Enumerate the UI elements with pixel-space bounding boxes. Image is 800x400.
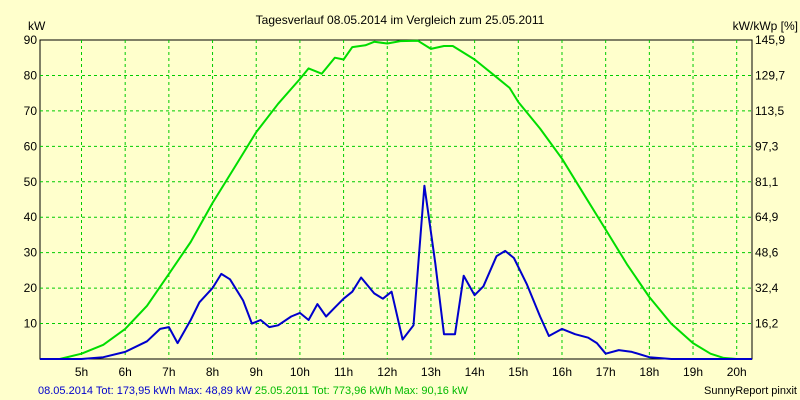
footer-summary: 08.05.2014 Tot: 173,95 kWh Max: 48,89 kW… xyxy=(38,385,468,397)
y-right-tick-label: 32,4 xyxy=(755,281,779,295)
x-tick-label: 16h xyxy=(552,365,572,379)
x-tick-label: 17h xyxy=(596,365,616,379)
y-right-tick-label: 113,5 xyxy=(755,104,784,118)
y-right-tick-label: 16,2 xyxy=(755,317,779,331)
x-tick-label: 12h xyxy=(377,365,397,379)
y-tick-label: 30 xyxy=(24,246,38,260)
y-right-tick-label: 64,9 xyxy=(755,210,779,224)
x-tick-label: 10h xyxy=(290,365,310,379)
x-tick-label: 5h xyxy=(75,365,88,379)
y-right-tick-label: 97,3 xyxy=(755,139,779,153)
x-tick-label: 14h xyxy=(465,365,485,379)
x-tick-label: 19h xyxy=(683,365,703,379)
y-right-tick-label: 48,6 xyxy=(755,246,779,260)
series-lines xyxy=(40,39,752,360)
y-tick-label: 10 xyxy=(24,317,38,331)
y-tick-label: 90 xyxy=(24,33,38,47)
grid-lines xyxy=(40,40,752,359)
y-right-tick-label: 129,7 xyxy=(755,68,785,82)
y-right-tick-label: 145,9 xyxy=(755,33,785,47)
y-tick-labels: 10 20 30 40 50 60 70 80 90 xyxy=(24,33,38,331)
plot-area xyxy=(39,39,753,360)
x-tick-label: 20h xyxy=(727,365,747,379)
x-tick-label: 15h xyxy=(508,365,528,379)
x-tick-label: 13h xyxy=(421,365,441,379)
series-line-08.05.2014 xyxy=(40,184,752,360)
x-tick-label: 6h xyxy=(118,365,131,379)
y-tick-label: 60 xyxy=(24,139,38,153)
y-tick-label: 20 xyxy=(24,281,38,295)
x-tick-label: 8h xyxy=(206,365,219,379)
y-tick-label: 80 xyxy=(24,68,38,82)
y-axis-left-label: kW xyxy=(28,19,46,33)
chart-title: Tagesverlauf 08.05.2014 im Vergleich zum… xyxy=(256,13,545,27)
x-tick-label: 7h xyxy=(162,365,175,379)
x-tick-label: 11h xyxy=(334,365,353,379)
y-right-tick-labels: 16,2 32,4 48,6 64,9 81,1 97,3 113,5 129,7 145,9 xyxy=(755,33,785,331)
y-tick-label: 50 xyxy=(24,175,38,189)
y-tick-label: 40 xyxy=(24,210,38,224)
x-tick-label: 9h xyxy=(250,365,263,379)
x-tick-label: 18h xyxy=(639,365,659,379)
footer-credit: SunnyReport pinxit xyxy=(704,385,797,397)
footer-segment: 25.05.2011 Tot: 773,96 kWh Max: 90,16 kW xyxy=(252,385,469,397)
series-line-25.05.2011 xyxy=(40,39,752,360)
y-axis-right-label: kW/kWp [%] xyxy=(733,19,798,33)
footer-segment: 08.05.2014 Tot: 173,95 kWh Max: 48,89 kW xyxy=(38,385,252,397)
x-tick-labels: 5h 6h 7h 8h 9h 10h 11h 12h 13h 14h 15h 16h 17h 18h 19h… xyxy=(75,365,747,379)
y-tick-label: 70 xyxy=(24,104,38,118)
y-right-tick-label: 81,1 xyxy=(755,175,779,189)
